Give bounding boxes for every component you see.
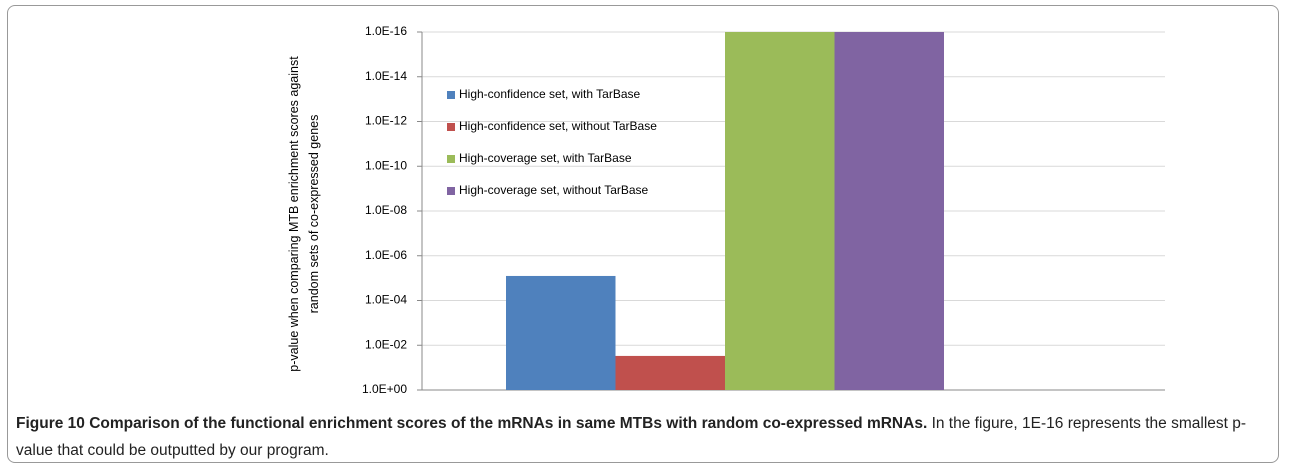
y-tick-label: 1.0E-16 (365, 24, 407, 38)
y-tick-label: 1.0E-04 (365, 293, 407, 307)
caption-label: Figure 10 (16, 415, 85, 432)
legend-swatch (447, 91, 455, 99)
legend-swatch (447, 123, 455, 131)
y-tick-label: 1.0E-06 (365, 248, 407, 262)
bar (834, 32, 944, 390)
y-tick-label: 1.0E-12 (365, 114, 407, 128)
caption-title: Comparison of the functional enrichment … (89, 415, 928, 432)
y-tick-label: 1.0E-02 (365, 337, 407, 351)
legend-swatch (447, 187, 455, 195)
legend-label: High-confidence set, with TarBase (459, 87, 641, 101)
y-tick-label: 1.0E-14 (365, 69, 407, 83)
y-tick-label: 1.0E-10 (365, 158, 407, 172)
figure-frame (7, 5, 1279, 463)
bar (615, 355, 725, 390)
legend-label: High-coverage set, with TarBase (459, 151, 632, 165)
legend-swatch (447, 155, 455, 163)
y-axis-title: p-value when comparing MTB enrichment sc… (287, 56, 321, 372)
legend-label: High-coverage set, without TarBase (459, 183, 649, 197)
caption-text: In the figure, 1E-16 represents the smal… (16, 415, 1247, 459)
y-tick-label: 1.0E+00 (362, 382, 407, 396)
legend-label: High-confidence set, without TarBase (459, 119, 657, 133)
y-tick-label: 1.0E-08 (365, 203, 407, 217)
bar (506, 275, 616, 390)
bar (725, 32, 835, 390)
caption: Figure 10 Comparison of the functional e… (16, 410, 1266, 464)
